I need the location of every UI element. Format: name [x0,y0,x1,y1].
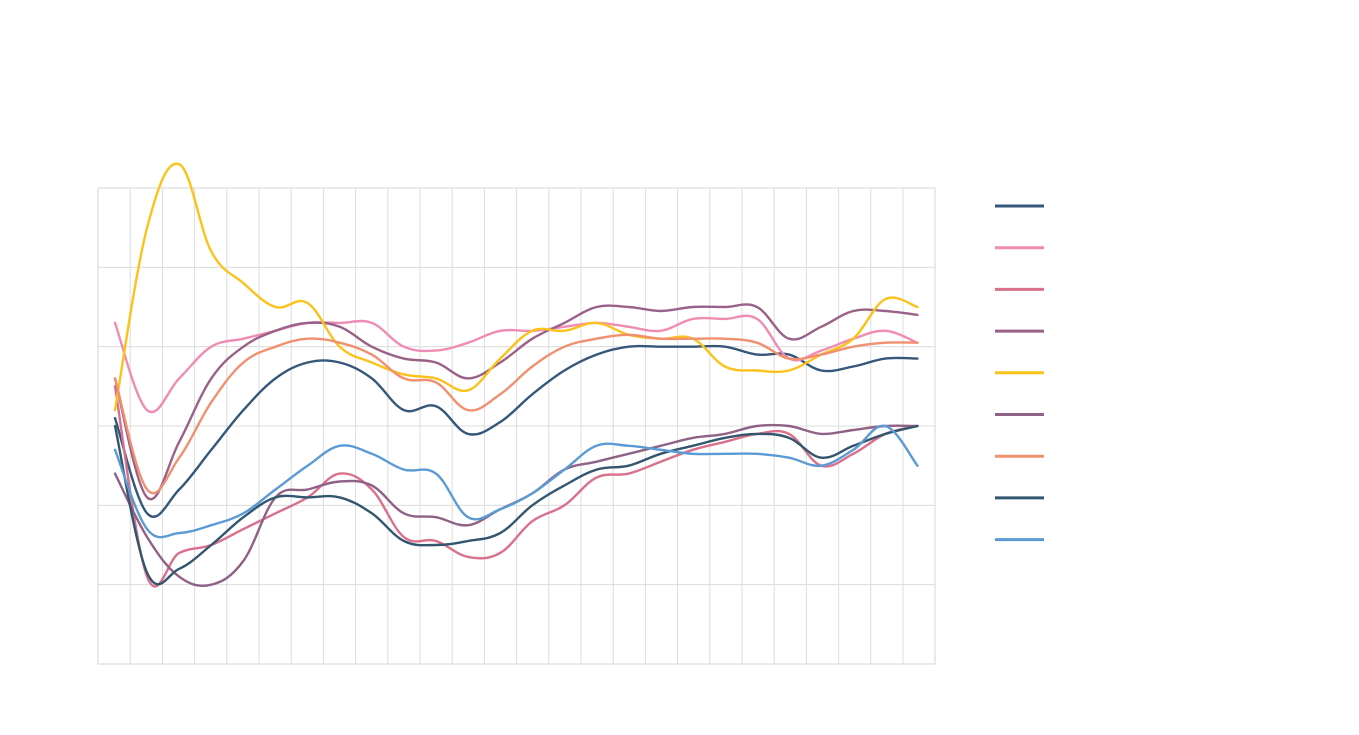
plot-frame [97,187,936,665]
series-layer [113,162,919,588]
legend [995,204,1044,542]
series-line-8 [113,424,919,586]
series-line-2 [113,314,919,414]
grid [97,187,935,665]
series-line-3 [113,385,919,588]
series-line-9 [113,424,919,539]
series-line-7 [113,333,919,495]
series-line-5 [113,162,919,412]
series-line-4 [113,303,919,501]
